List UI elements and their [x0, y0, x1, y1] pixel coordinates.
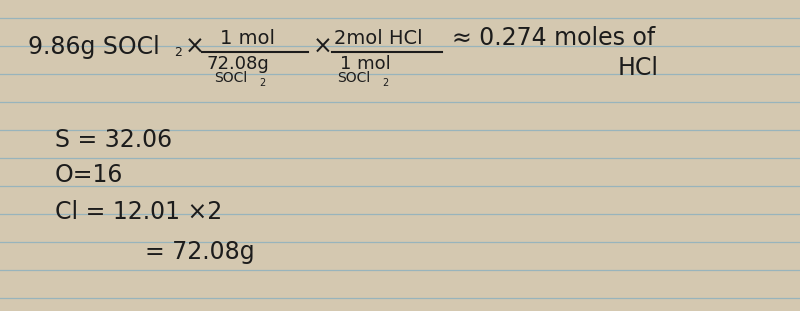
Text: 2: 2 [174, 47, 182, 59]
Text: 1 mol: 1 mol [220, 29, 275, 48]
Text: ×: × [313, 35, 333, 59]
Text: ×: × [185, 35, 205, 59]
Text: 1 mol: 1 mol [340, 55, 390, 73]
Text: 2: 2 [259, 78, 266, 88]
Text: S = 32.06: S = 32.06 [55, 128, 172, 152]
Text: SOCl: SOCl [337, 71, 370, 85]
Text: 9.86g SOCl: 9.86g SOCl [28, 35, 160, 59]
Text: 2mol HCl: 2mol HCl [334, 29, 422, 48]
Text: HCl: HCl [618, 56, 659, 80]
Text: ≈ 0.274 moles of: ≈ 0.274 moles of [452, 26, 655, 50]
Text: = 72.08g: = 72.08g [145, 240, 254, 264]
Text: O=16: O=16 [55, 163, 123, 187]
Text: 2: 2 [382, 78, 388, 88]
Text: Cl = 12.01 ×2: Cl = 12.01 ×2 [55, 200, 222, 224]
Text: 72.08g: 72.08g [207, 55, 270, 73]
Text: SOCl: SOCl [214, 71, 247, 85]
